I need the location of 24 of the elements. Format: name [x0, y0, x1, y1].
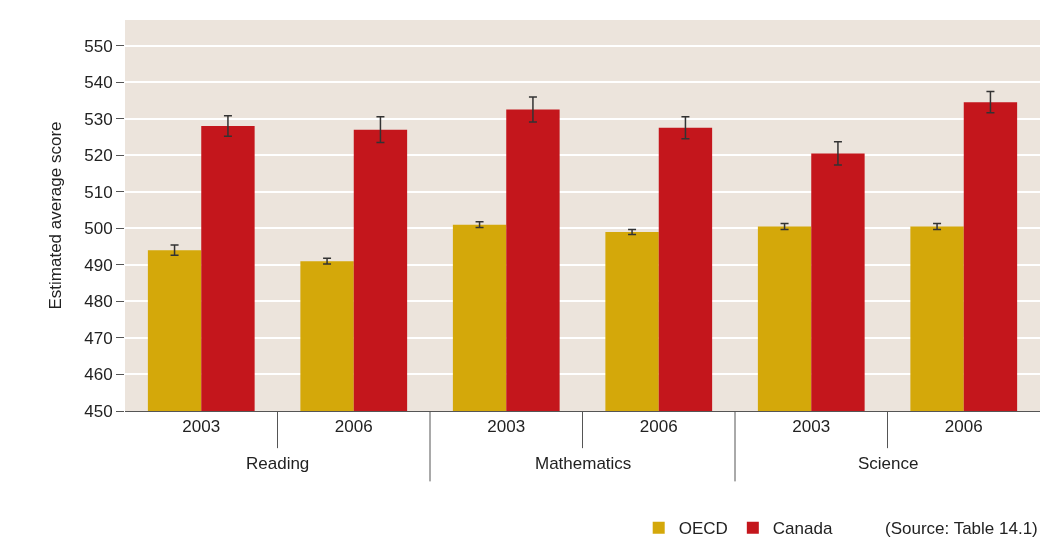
- x-tick-label: 2003: [182, 417, 221, 437]
- y-tick-label: 550: [84, 36, 113, 56]
- legend-label: Canada: [772, 519, 833, 539]
- x-tick-label: 2006: [639, 417, 678, 437]
- y-tick-label: 530: [84, 109, 113, 129]
- x-tick-label: 2003: [487, 417, 526, 437]
- y-tick-label: 480: [84, 292, 113, 312]
- x-tick-label: 2006: [334, 417, 373, 437]
- text: (Source: Table 14.1): [885, 519, 1038, 538]
- y-tick-label: 500: [84, 219, 113, 239]
- text: Reading: [246, 454, 310, 473]
- y-tick-label: 520: [84, 146, 113, 166]
- y-tick-label: 490: [84, 255, 113, 275]
- legend-label: OECD: [678, 519, 728, 539]
- y-tick-label: 470: [84, 328, 113, 348]
- y-tick-label: 460: [84, 365, 113, 385]
- y-axis-title: Estimated average score: [45, 121, 65, 310]
- y-tick-label: 510: [84, 182, 113, 202]
- text: Mathematics: [535, 454, 632, 473]
- y-tick-label: 540: [84, 73, 113, 93]
- y-tick-label: 450: [84, 401, 113, 421]
- x-tick-label: 2003: [792, 417, 831, 437]
- x-tick-label: 2006: [944, 417, 983, 437]
- text: Science: [858, 454, 919, 473]
